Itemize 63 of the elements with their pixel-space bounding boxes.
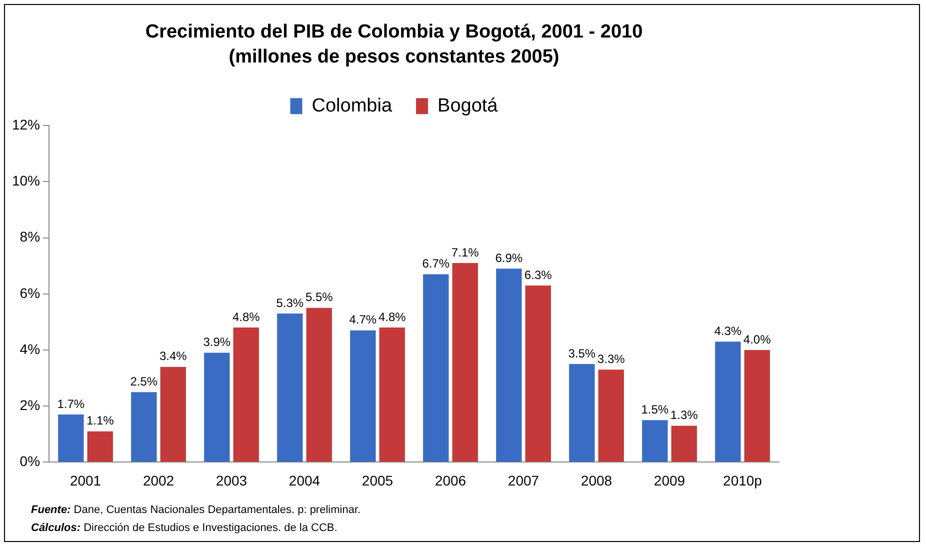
bar: [744, 350, 770, 462]
chart-title: Crecimiento del PIB de Colombia y Bogotá, 2001 - 2010: [145, 22, 643, 43]
y-tick-label: 12%: [12, 116, 40, 132]
bar: [598, 370, 624, 462]
data-label: 6.3%: [524, 268, 552, 282]
bar: [131, 392, 157, 462]
bar: [233, 328, 259, 462]
y-tick-label: 0%: [20, 453, 40, 470]
data-label: 6.7%: [422, 256, 450, 271]
x-tick-label: 2009: [654, 472, 686, 488]
bar: [87, 431, 113, 462]
y-tick-label: 10%: [12, 172, 40, 189]
data-label: 1.3%: [670, 408, 698, 422]
chart-subtitle: (millones de pesos constantes 2005): [228, 46, 560, 68]
bar: [671, 426, 697, 462]
y-tick-label: 6%: [20, 284, 40, 301]
bar: [350, 330, 376, 462]
y-tick-label: 4%: [20, 340, 40, 357]
data-label: 3.5%: [568, 346, 596, 360]
data-label: 7.1%: [451, 245, 480, 260]
text: Cálculos: Dirección de Estudios e Investigaciones. de la CCB.: [31, 521, 338, 536]
data-label: 4.8%: [378, 310, 406, 324]
data-label: 5.5%: [305, 290, 334, 304]
source-note: Fuente: Dane, Cuentas Nacionales Departamentales. p: preliminar.: [31, 503, 361, 518]
bar: [715, 342, 741, 462]
x-tick-label: 2007: [508, 472, 540, 488]
data-label: 4.3%: [714, 324, 742, 338]
bar: [58, 414, 84, 462]
data-label: 1.7%: [57, 396, 85, 411]
data-label: 3.9%: [203, 335, 231, 350]
data-label: 4.0%: [743, 332, 772, 346]
x-tick-label: 2010p: [723, 472, 762, 488]
data-label: 4.7%: [349, 312, 377, 327]
bar: [423, 274, 449, 462]
x-tick-label: 2001: [70, 472, 102, 488]
data-label: 4.8%: [232, 310, 260, 324]
bar: [379, 328, 405, 462]
x-tick-label: 2008: [580, 472, 612, 488]
y-tick-label: 8%: [20, 228, 40, 245]
y-tick-label: 2%: [20, 396, 40, 413]
bar: [642, 420, 668, 462]
data-label: 3.4%: [159, 349, 188, 364]
data-label: 1.5%: [641, 402, 669, 416]
x-tick-label: 2006: [434, 472, 466, 488]
bar: [525, 285, 551, 462]
bar: [306, 308, 332, 462]
data-label: 1.1%: [86, 414, 114, 428]
data-label: 5.3%: [276, 296, 304, 310]
data-label: 2.5%: [130, 374, 158, 388]
bar: [277, 314, 303, 462]
bar: [496, 268, 522, 462]
x-tick-label: 2002: [142, 472, 174, 488]
bar: [204, 352, 230, 462]
legend-label: Colombia: [312, 95, 392, 116]
legend-label: Bogotá: [438, 95, 498, 116]
bar: [452, 263, 478, 462]
x-tick-label: 2003: [216, 472, 248, 488]
data-label: 6.9%: [495, 250, 523, 265]
x-tick-label: 2004: [288, 472, 320, 488]
data-label: 3.3%: [597, 352, 626, 366]
bar: [569, 364, 595, 462]
x-tick-label: 2005: [362, 472, 394, 488]
bar: [160, 366, 186, 462]
